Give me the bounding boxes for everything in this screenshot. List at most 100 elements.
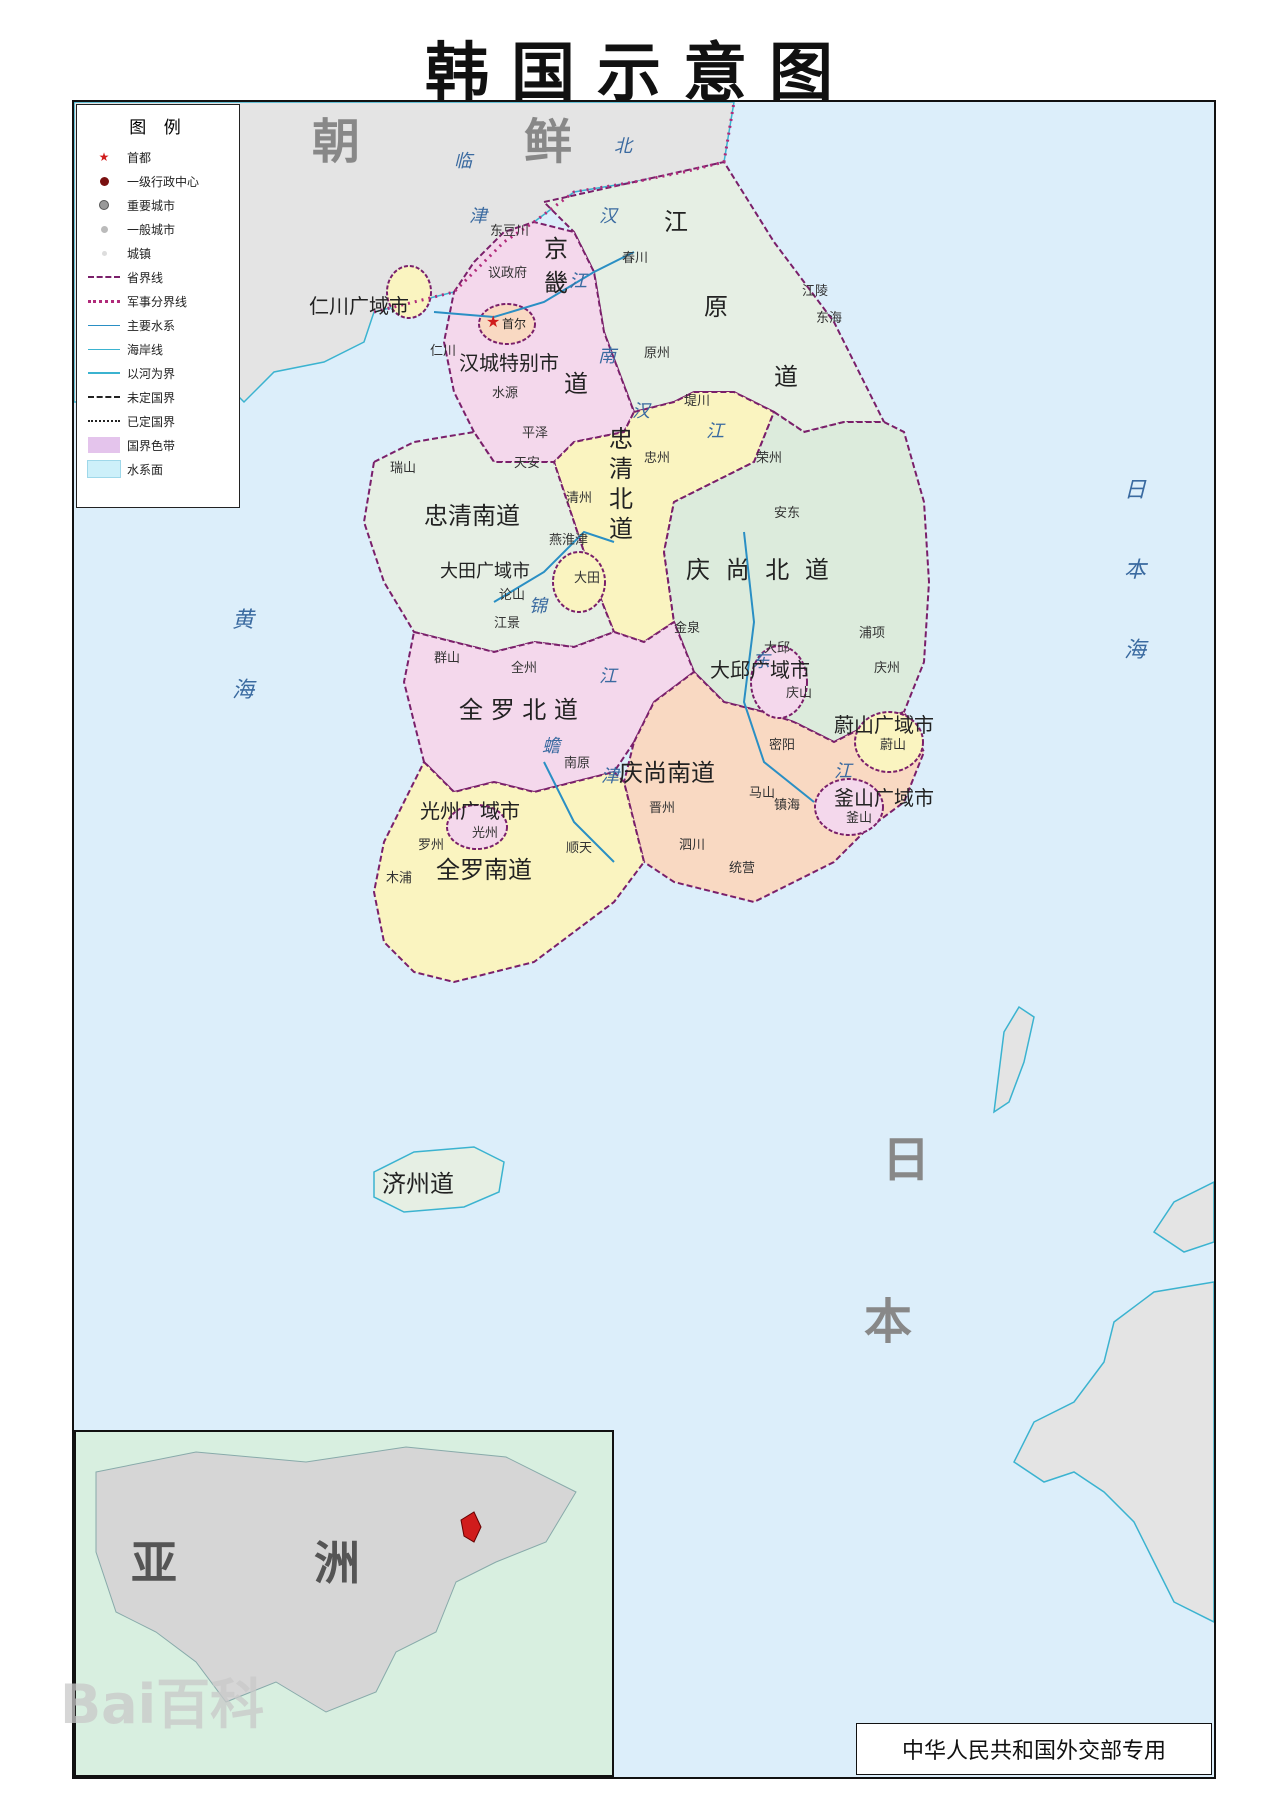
label-city-seoul: 首尔 bbox=[502, 317, 527, 331]
label-sea-of-japan-1: 日 bbox=[1124, 478, 1147, 503]
label-metro-seoul[interactable]: 汉城特别市 bbox=[459, 351, 559, 375]
label-asia-2: 洲 bbox=[314, 1536, 360, 1590]
label-city-pyeongtaek: 平泽 bbox=[522, 426, 549, 441]
legend-item-province-boundary: 省界线 bbox=[85, 265, 237, 289]
label-city-donghae: 东海 bbox=[816, 311, 843, 326]
asia-inset-map[interactable]: 亚 洲 bbox=[74, 1430, 614, 1777]
coastline-line-icon bbox=[85, 348, 123, 350]
province-chungnam bbox=[362, 430, 616, 654]
label-city-daejeon: 大田 bbox=[574, 571, 601, 586]
label-river-han-2: 江 bbox=[569, 271, 587, 292]
metro-daejeon-area bbox=[552, 551, 606, 613]
label-river-seomjin-1: 蟾 bbox=[542, 736, 560, 757]
label-province-chungbuk[interactable]: 忠 清 北 道 bbox=[609, 424, 633, 544]
label-province-chungnam[interactable]: 忠清南道 bbox=[424, 502, 520, 530]
legend-label: 未定国界 bbox=[127, 390, 176, 405]
label-sea-of-japan-2: 本 bbox=[1124, 558, 1147, 583]
metro-busan-area bbox=[814, 778, 884, 836]
label-river-linjin-2: 津 bbox=[469, 206, 487, 227]
label-city-gangneung: 江陵 bbox=[802, 284, 829, 299]
korea-inset-marker bbox=[460, 1511, 482, 1543]
legend-label: 水系面 bbox=[127, 462, 164, 477]
label-metro-ulsan[interactable]: 蔚山广域市 bbox=[834, 713, 934, 737]
legend-label: 主要水系 bbox=[127, 318, 176, 333]
label-river-nakdong-1: 东 bbox=[752, 651, 770, 672]
metro-gwangju-area bbox=[446, 804, 508, 850]
label-province-gyeongbuk[interactable]: 庆 尚 北 道 bbox=[686, 556, 829, 584]
label-city-daegu: 大邱 bbox=[764, 641, 791, 656]
legend-item-major-city: 重要城市 bbox=[85, 193, 237, 217]
label-city-wonju: 原州 bbox=[644, 346, 671, 361]
legend-label: 重要城市 bbox=[127, 198, 176, 213]
label-japan-1: 日 bbox=[882, 1132, 931, 1188]
label-province-gyeonggi[interactable]: 京 畿 bbox=[544, 232, 568, 300]
main-river-line-icon bbox=[85, 324, 123, 326]
label-city-cheonan: 天安 bbox=[514, 456, 541, 471]
label-north-korea-2: 鲜 bbox=[524, 114, 573, 170]
province-boundary-line-icon bbox=[85, 276, 123, 278]
legend-item-main-river: 主要水系 bbox=[85, 313, 237, 337]
label-city-masan: 马山 bbox=[749, 786, 776, 801]
metro-seoul-area bbox=[478, 303, 536, 345]
label-city-ulsan: 蔚山 bbox=[880, 738, 907, 753]
legend-heading: 图 例 bbox=[129, 118, 187, 138]
label-metro-daegu[interactable]: 大邱广域市 bbox=[710, 658, 810, 682]
label-city-nonsan: 论山 bbox=[499, 588, 526, 603]
label-province-gyeongnam[interactable]: 庆尚南道 bbox=[619, 759, 715, 787]
legend-label: 首都 bbox=[127, 150, 152, 165]
label-city-gunsan: 群山 bbox=[434, 651, 461, 666]
label-province-jeonbuk[interactable]: 全 罗 北 道 bbox=[459, 696, 578, 724]
label-city-chuncheon: 春川 bbox=[622, 251, 649, 266]
label-river-nakdong-2: 江 bbox=[834, 761, 852, 782]
legend-item-defined-border: 已定国界 bbox=[85, 409, 237, 433]
label-metro-incheon[interactable]: 仁川广域市 bbox=[309, 294, 409, 318]
label-yellow-sea-2: 海 bbox=[232, 678, 255, 703]
main-map[interactable]: 朝 鲜 日 本 黄 海 日 本 海 临 津 北 汉 江 南 汉 江 锦 津 蟾 … bbox=[72, 100, 1216, 1779]
japan-island-tsushima bbox=[993, 1005, 1035, 1114]
label-city-busan: 釜山 bbox=[846, 811, 873, 826]
province-chungbuk bbox=[552, 391, 776, 644]
label-city-mokpo: 木浦 bbox=[386, 871, 413, 886]
legend-label: 海岸线 bbox=[127, 342, 164, 357]
province-gyeongnam bbox=[622, 670, 926, 904]
label-metro-gwangju[interactable]: 光州广域市 bbox=[420, 799, 520, 823]
legend-label: 以河为界 bbox=[127, 366, 176, 381]
label-river-nanhan-2: 汉 bbox=[632, 401, 650, 422]
capital-star-icon: ★ bbox=[486, 312, 501, 331]
legend-item-coastline: 海岸线 bbox=[85, 337, 237, 361]
label-city-andong: 安东 bbox=[774, 506, 801, 521]
border-color-band-swatch bbox=[85, 437, 123, 453]
legend-item-capital: ★ 首都 bbox=[85, 145, 237, 169]
map-legend: 图 例 ★ 首都 一级行政中心 重要城市 一般城市 城镇 省界线 军事分界线 主… bbox=[76, 104, 240, 508]
label-province-jeonnam[interactable]: 全罗南道 bbox=[436, 856, 532, 884]
legend-item-border-band: 国界色带 bbox=[85, 433, 237, 457]
label-city-chungju: 忠州 bbox=[644, 451, 671, 466]
military-demarcation-line-icon bbox=[85, 299, 123, 303]
label-gangwon-3: 道 bbox=[774, 363, 798, 391]
metro-daegu-area bbox=[750, 645, 808, 719]
province-gyeongbuk bbox=[662, 410, 931, 744]
label-city-jinju: 晋州 bbox=[649, 801, 676, 816]
label-city-naju: 罗州 bbox=[418, 838, 445, 853]
label-chungbuk-3: 北 bbox=[609, 485, 633, 513]
metro-ulsan-area bbox=[854, 711, 924, 773]
legend-item-city: 一般城市 bbox=[85, 217, 237, 241]
defined-border-line-icon bbox=[85, 420, 123, 422]
province-jeonnam bbox=[372, 760, 646, 984]
label-city-jecheon: 堤川 bbox=[684, 394, 711, 409]
label-river-seomjin-3: 江 bbox=[599, 666, 617, 687]
baidu-watermark: Bai百科 bbox=[60, 1673, 265, 1736]
map-title: 韩国示意图 bbox=[425, 36, 855, 111]
label-metro-busan[interactable]: 釜山广域市 bbox=[834, 786, 934, 810]
label-gyeonggi-3: 道 bbox=[564, 370, 588, 398]
city-dot-icon bbox=[85, 225, 123, 233]
label-river-nanhan-3: 江 bbox=[706, 421, 724, 442]
military-demarcation-line bbox=[373, 102, 736, 314]
label-city-namwon: 南原 bbox=[564, 756, 591, 771]
legend-label: 一级行政中心 bbox=[127, 174, 200, 189]
label-river-linjin-1: 临 bbox=[454, 151, 472, 172]
label-province-jeju[interactable]: 济州道 bbox=[382, 1170, 454, 1198]
label-metro-daejeon[interactable]: 大田广域市 bbox=[440, 561, 530, 582]
japan-kyushu bbox=[1013, 1281, 1214, 1623]
label-city-pohang: 浦项 bbox=[859, 626, 886, 641]
